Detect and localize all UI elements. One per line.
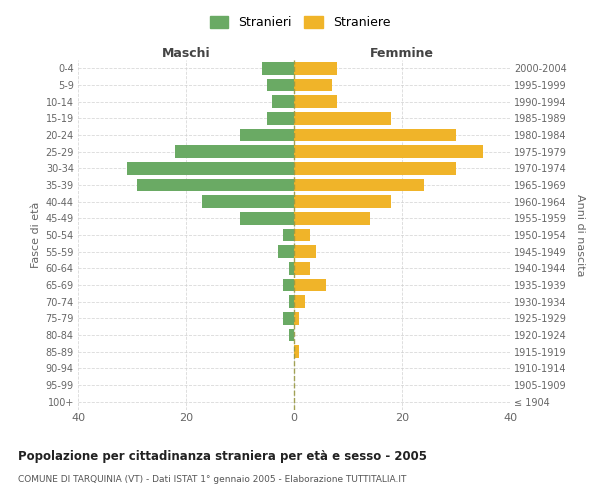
Bar (294, 212, 370, 224)
Text: Maschi: Maschi (161, 47, 211, 60)
Text: COMUNE DI TARQUINIA (VT) - Dati ISTAT 1° gennaio 2005 - Elaborazione TUTTITALIA.: COMUNE DI TARQUINIA (VT) - Dati ISTAT 1°… (18, 475, 406, 484)
Bar (240, 129, 294, 141)
Bar (137, 179, 294, 192)
Bar (294, 62, 337, 74)
Bar (272, 96, 294, 108)
Bar (294, 96, 337, 108)
Bar (283, 229, 294, 241)
Bar (240, 212, 294, 224)
Bar (294, 279, 326, 291)
Bar (175, 146, 294, 158)
Text: Popolazione per cittadinanza straniera per età e sesso - 2005: Popolazione per cittadinanza straniera p… (18, 450, 427, 463)
Bar (294, 246, 316, 258)
Bar (289, 329, 294, 341)
Bar (267, 112, 294, 124)
Bar (289, 262, 294, 274)
Bar (283, 279, 294, 291)
Bar (294, 112, 391, 124)
Bar (294, 196, 391, 208)
Bar (294, 262, 310, 274)
Bar (127, 162, 294, 174)
Bar (278, 246, 294, 258)
Legend: Stranieri, Straniere: Stranieri, Straniere (205, 11, 395, 34)
Bar (294, 296, 305, 308)
Y-axis label: Fasce di età: Fasce di età (31, 202, 41, 268)
Bar (267, 79, 294, 92)
Bar (202, 196, 294, 208)
Bar (294, 162, 456, 174)
Bar (294, 179, 424, 192)
Bar (294, 346, 299, 358)
Text: Femmine: Femmine (370, 47, 434, 60)
Bar (294, 129, 456, 141)
Bar (294, 229, 310, 241)
Bar (294, 312, 299, 324)
Bar (289, 296, 294, 308)
Bar (294, 79, 332, 92)
Bar (294, 146, 483, 158)
Y-axis label: Anni di nascita: Anni di nascita (575, 194, 586, 276)
Bar (262, 62, 294, 74)
Bar (283, 312, 294, 324)
